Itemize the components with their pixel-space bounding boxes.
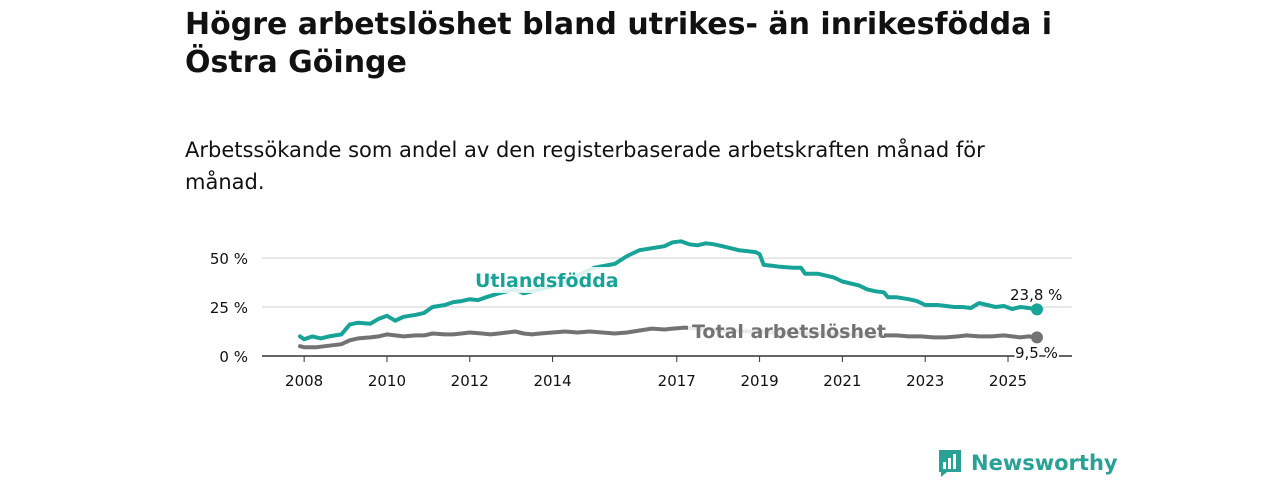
newsworthy-logo-icon [939,450,961,477]
series-line-foreign-born [298,239,1039,342]
series-label-halo [688,318,884,344]
line-chart: 2008 2010 2012 2014 2017 2019 2021 2023 2025 0 %… [210,239,1072,390]
series-label-total: Total arbetslöshet [692,321,886,343]
series-line-total [298,325,1039,350]
y-tick-label: 25 % [210,299,248,317]
x-tick-label: 2008 [285,372,323,390]
x-tick-label: 2025 [989,372,1027,390]
series-end-marker-foreign-born [1031,303,1043,316]
series-end-label-foreign-born: 23,8 % [1010,286,1062,304]
series-end-marker-total [1031,331,1043,344]
x-tick-label: 2019 [740,372,778,390]
y-tick-label: 50 % [210,250,248,268]
series-end-label-total: 9,5 % [1015,344,1058,362]
x-tick-label: 2021 [823,372,861,390]
newsworthy-brand: Newsworthy [937,448,1118,478]
x-tick-label: 2017 [658,372,696,390]
chart-subtitle: Arbetssökande som andel av den registerb… [185,138,985,194]
series-label-halo [471,267,617,293]
chart-title: Högre arbetslöshet bland utrikes- än inr… [185,7,1053,80]
x-tick-label: 2023 [906,372,944,390]
series-label-foreign-born: Utlandsfödda [475,270,619,292]
x-tick-label: 2012 [451,372,489,390]
brand-name: Newsworthy [971,451,1118,475]
x-tick-label: 2014 [533,372,571,390]
y-tick-label: 0 % [219,348,248,366]
x-tick-label: 2010 [368,372,406,390]
